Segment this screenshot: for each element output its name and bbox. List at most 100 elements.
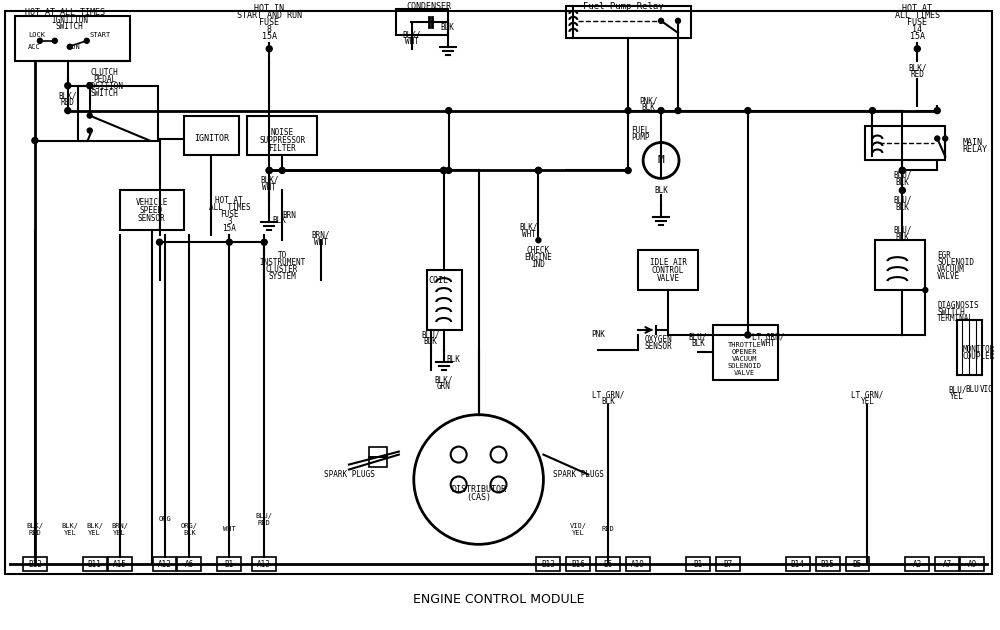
Text: SOLENOID: SOLENOID	[937, 258, 974, 266]
Text: ACC: ACC	[28, 44, 41, 50]
Text: BLU/: BLU/	[948, 386, 966, 394]
Text: BLK/
RED: BLK/ RED	[26, 523, 43, 536]
Text: A19: A19	[631, 560, 645, 569]
Bar	[716, 558, 740, 571]
Text: BRN/
YEL: BRN/ YEL	[111, 523, 128, 536]
Bar	[78, 86, 158, 140]
Text: BLU/: BLU/	[421, 331, 440, 340]
Circle shape	[536, 238, 541, 243]
Text: BLK/: BLK/	[59, 91, 77, 100]
Circle shape	[923, 287, 928, 292]
Text: SWITCH: SWITCH	[91, 89, 119, 98]
Bar	[960, 558, 984, 571]
Text: LT GRN/: LT GRN/	[851, 390, 884, 399]
Text: WHT: WHT	[761, 340, 775, 348]
Bar	[786, 558, 810, 571]
Text: BLK/: BLK/	[403, 30, 421, 39]
Circle shape	[441, 168, 447, 173]
Circle shape	[943, 136, 948, 141]
Bar	[184, 115, 239, 156]
Circle shape	[446, 168, 452, 173]
Text: CHECK: CHECK	[527, 246, 550, 255]
Text: BLU/: BLU/	[893, 171, 912, 180]
Bar	[536, 558, 560, 571]
Text: PUMP: PUMP	[631, 133, 649, 142]
Text: LT GRN/: LT GRN/	[752, 333, 784, 341]
Text: DIAGNOSIS: DIAGNOSIS	[937, 301, 979, 309]
Bar	[816, 558, 840, 571]
Circle shape	[658, 108, 664, 113]
Text: SWITCH: SWITCH	[937, 307, 965, 316]
Text: SYSTEM: SYSTEM	[268, 272, 296, 280]
Bar	[108, 558, 132, 571]
Text: BLU/: BLU/	[893, 196, 912, 205]
Circle shape	[914, 46, 920, 52]
Circle shape	[266, 168, 272, 173]
Text: HOT AT: HOT AT	[215, 196, 243, 205]
Text: 15A: 15A	[262, 32, 277, 42]
Bar	[23, 558, 47, 571]
Text: A7: A7	[943, 560, 952, 569]
Circle shape	[745, 108, 751, 113]
Text: (CAS): (CAS)	[466, 493, 491, 502]
Text: BLU: BLU	[965, 386, 979, 394]
Bar	[217, 558, 241, 571]
Text: ORG/
BLK: ORG/ BLK	[181, 523, 198, 536]
Text: WHT: WHT	[522, 230, 535, 239]
Text: PNK: PNK	[591, 331, 605, 340]
Text: THROTTLE: THROTTLE	[728, 342, 762, 348]
Text: VEHICLE: VEHICLE	[135, 198, 168, 207]
Circle shape	[87, 113, 92, 118]
Text: VALVE: VALVE	[656, 273, 680, 283]
Text: IDLE AIR: IDLE AIR	[650, 258, 687, 266]
Text: CLUSTER: CLUSTER	[266, 265, 298, 273]
Text: COIL: COIL	[429, 275, 449, 285]
Text: A6: A6	[185, 560, 194, 569]
Text: B14: B14	[791, 560, 805, 569]
Text: A13: A13	[257, 560, 271, 569]
Text: VIO/
YEL: VIO/ YEL	[570, 523, 587, 536]
Circle shape	[659, 18, 664, 23]
Text: IND: IND	[531, 260, 545, 268]
Text: B13: B13	[541, 560, 555, 569]
Text: 14: 14	[912, 25, 922, 35]
Text: TO: TO	[278, 251, 287, 260]
Bar	[252, 558, 276, 571]
Text: BRN: BRN	[282, 211, 296, 220]
Text: POSITION: POSITION	[86, 82, 123, 91]
Text: BLK: BLK	[441, 23, 455, 32]
Text: COUPLER: COUPLER	[962, 352, 995, 362]
Text: B5: B5	[853, 560, 862, 569]
Text: BLK: BLK	[654, 186, 668, 195]
Text: IGNITOR: IGNITOR	[194, 134, 229, 143]
Text: WHT: WHT	[223, 527, 236, 532]
Text: FUSE: FUSE	[907, 18, 927, 27]
Text: BLK/
YEL: BLK/ YEL	[86, 523, 103, 536]
Circle shape	[266, 46, 272, 52]
Text: SWITCH: SWITCH	[56, 22, 84, 32]
Text: SENSOR: SENSOR	[138, 214, 165, 223]
Text: BLK: BLK	[895, 203, 909, 212]
Circle shape	[625, 108, 631, 113]
Text: ALL TIMES: ALL TIMES	[209, 203, 250, 212]
Text: B11: B11	[88, 560, 102, 569]
Circle shape	[226, 239, 232, 245]
Text: FUSE: FUSE	[220, 210, 239, 219]
Bar	[369, 457, 387, 467]
Circle shape	[87, 83, 93, 89]
Text: 15A: 15A	[222, 224, 236, 232]
Text: VACUUM: VACUUM	[732, 356, 758, 362]
Text: VIO: VIO	[980, 386, 994, 394]
Text: BLK/
YEL: BLK/ YEL	[61, 523, 78, 536]
Bar	[865, 125, 945, 161]
Text: RED: RED	[61, 98, 75, 107]
Text: 15A: 15A	[910, 32, 925, 42]
Circle shape	[899, 187, 905, 193]
Text: INSTRUMENT: INSTRUMENT	[259, 258, 305, 266]
Bar	[427, 270, 462, 330]
Text: BLK: BLK	[447, 355, 461, 364]
Circle shape	[675, 108, 681, 113]
Text: PNK/: PNK/	[639, 96, 657, 105]
Text: BLU/: BLU/	[689, 333, 707, 341]
Bar	[153, 558, 176, 571]
